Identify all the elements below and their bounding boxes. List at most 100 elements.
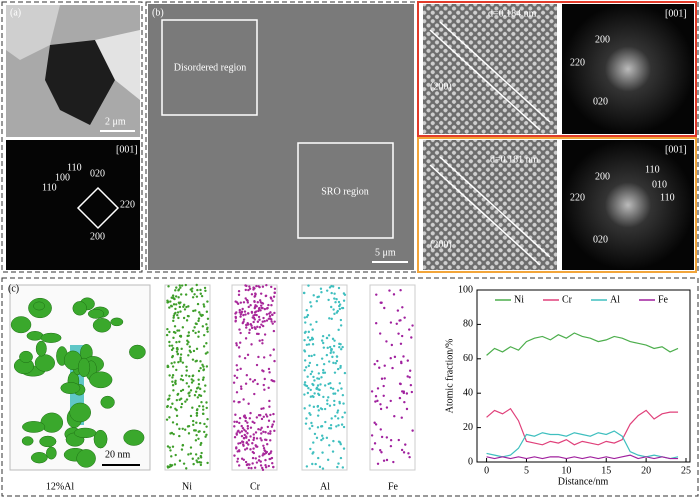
- atom: [317, 372, 321, 375]
- atom: [267, 367, 271, 371]
- atom: [244, 297, 247, 300]
- atom: [192, 462, 195, 466]
- element-label: Al: [320, 481, 330, 492]
- atom: [168, 344, 171, 348]
- atom: [269, 432, 272, 435]
- plot-area: [476, 289, 691, 463]
- scale-bar-label: 20 nm: [105, 449, 131, 460]
- atom: [176, 311, 180, 314]
- atom: [195, 411, 199, 415]
- atom: [178, 434, 181, 438]
- atom: [171, 347, 175, 350]
- atom: [306, 375, 309, 378]
- atom: [304, 422, 308, 425]
- atom: [255, 284, 258, 288]
- atom: [167, 365, 170, 369]
- atom: [204, 435, 207, 438]
- atom: [262, 444, 265, 447]
- atom: [177, 288, 181, 291]
- atom: [194, 439, 198, 442]
- highlight-frame: [417, 1, 697, 137]
- atom: [195, 347, 199, 351]
- atom: [195, 295, 199, 298]
- atom: [263, 320, 266, 323]
- atom: [321, 451, 324, 454]
- atom: [194, 322, 198, 325]
- panel-frame: [1, 1, 143, 273]
- atom: [317, 295, 321, 298]
- atom: [261, 302, 265, 305]
- atom: [205, 425, 208, 428]
- atom: [241, 321, 244, 325]
- atom: [255, 305, 258, 308]
- atom: [176, 313, 179, 317]
- precipitate: [40, 412, 64, 433]
- atom: [399, 382, 402, 386]
- atom: [406, 359, 409, 362]
- atom: [249, 426, 253, 429]
- atom: [321, 334, 325, 338]
- atom: [339, 456, 343, 460]
- atom: [188, 375, 191, 378]
- atom: [258, 318, 261, 321]
- atom: [390, 343, 394, 347]
- atom: [240, 457, 244, 460]
- atom: [196, 396, 200, 399]
- atom: [243, 428, 246, 432]
- atom: [259, 292, 263, 295]
- grain: [95, 30, 140, 100]
- atom: [202, 365, 205, 368]
- atom: [379, 403, 382, 406]
- atom: [312, 405, 316, 409]
- atom: [240, 434, 244, 438]
- atom: [180, 347, 183, 351]
- atom: [325, 436, 329, 440]
- atom: [262, 452, 265, 455]
- atom: [311, 328, 314, 331]
- atom: [316, 404, 320, 408]
- atom: [313, 392, 316, 395]
- atom: [246, 432, 249, 435]
- atom: [262, 430, 265, 433]
- atom: [337, 462, 340, 465]
- atom: [243, 448, 247, 451]
- atom: [337, 424, 340, 427]
- atom: [174, 307, 177, 311]
- atom: [240, 387, 243, 391]
- atom: [389, 444, 393, 448]
- atom: [187, 453, 190, 456]
- atom: [189, 350, 192, 354]
- atom: [408, 328, 411, 331]
- atom: [179, 353, 183, 356]
- atom: [239, 385, 243, 388]
- atom: [385, 340, 388, 343]
- atom: [389, 321, 393, 324]
- atom: [336, 409, 340, 412]
- atom: [198, 421, 202, 425]
- atom: [266, 306, 269, 310]
- precipitate: [26, 331, 44, 341]
- atom: [263, 377, 266, 381]
- atom: [236, 457, 240, 460]
- atom: [328, 444, 331, 447]
- atom: [260, 432, 263, 435]
- atom: [199, 441, 203, 445]
- atom: [235, 376, 239, 379]
- atom: [254, 292, 257, 295]
- atom: [306, 391, 310, 395]
- atom: [202, 368, 205, 372]
- atom: [206, 300, 209, 303]
- atom: [269, 413, 272, 417]
- atom: [202, 408, 205, 411]
- atom: [370, 390, 374, 393]
- atom: [305, 417, 308, 420]
- atom: [327, 334, 331, 337]
- atom: [327, 396, 330, 399]
- atom: [399, 342, 403, 345]
- atom: [400, 416, 403, 419]
- atom: [272, 295, 276, 298]
- atom: [320, 376, 323, 379]
- atom: [330, 284, 333, 288]
- atom: [174, 382, 177, 386]
- atom: [315, 299, 319, 303]
